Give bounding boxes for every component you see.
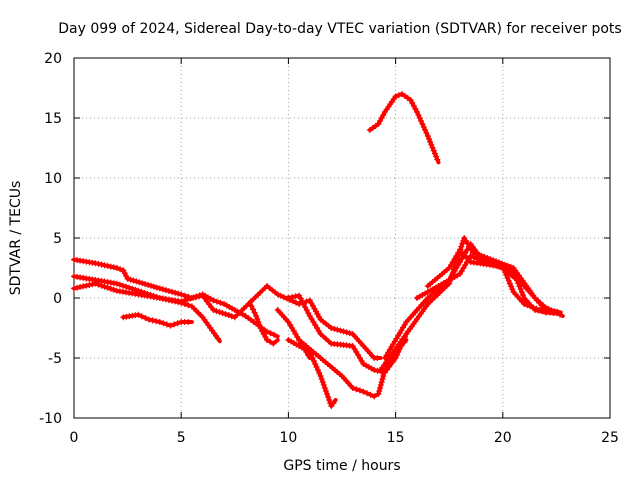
series-track-4 — [120, 311, 194, 329]
series-markers — [120, 311, 192, 329]
x-tick-label: 20 — [494, 430, 512, 446]
series-markers — [246, 299, 277, 347]
x-axis-label: GPS time / hours — [283, 458, 400, 474]
y-axis-label: SDTVAR / TECUs — [8, 181, 24, 296]
y-tick-label: 5 — [53, 231, 62, 247]
x-tick-label: 15 — [387, 430, 405, 446]
series-track-3 — [71, 280, 280, 339]
series-markers — [274, 307, 312, 358]
chart-title: Day 099 of 2024, Sidereal Day-to-day VTE… — [58, 21, 621, 37]
series-markers — [424, 247, 556, 316]
y-tick-label: -5 — [48, 351, 62, 367]
series-markers — [71, 280, 278, 338]
axis-ticks: 0 5 10 15 20 25 -10 -5 0 5 10 15 20 — [39, 51, 619, 446]
grid-lines — [74, 58, 610, 418]
series-markers — [366, 91, 441, 163]
x-tick-label: 25 — [601, 430, 619, 446]
y-tick-label: 0 — [53, 291, 62, 307]
y-tick-label: 10 — [44, 171, 62, 187]
x-tick-label: 0 — [70, 430, 79, 446]
series-markers — [377, 235, 563, 373]
series-track-10 — [366, 91, 441, 165]
y-tick-label: -10 — [39, 411, 62, 427]
series-track-9 — [274, 307, 312, 360]
y-tick-label: 15 — [44, 111, 62, 127]
x-tick-label: 5 — [177, 430, 186, 446]
series-group — [71, 91, 565, 409]
y-tick-label: 20 — [44, 51, 62, 67]
series-track-12 — [377, 235, 565, 373]
series-track-5 — [246, 299, 280, 347]
x-tick-label: 10 — [279, 430, 297, 446]
series-track-14 — [424, 247, 559, 316]
